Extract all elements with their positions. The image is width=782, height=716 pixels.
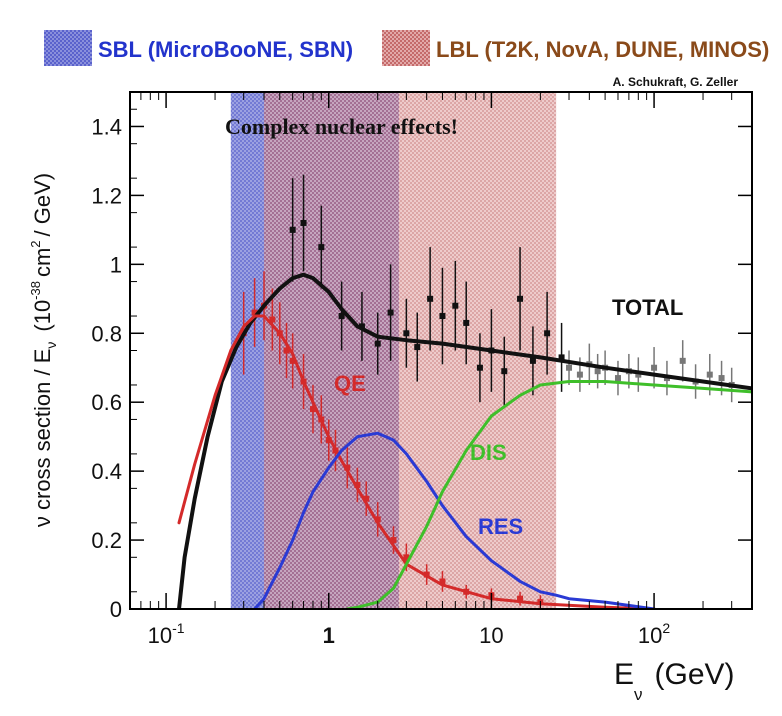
y-tick-label: 0.2 bbox=[91, 528, 122, 553]
xlabel-main: E bbox=[614, 658, 634, 691]
qe-data-point bbox=[363, 495, 370, 502]
y-axis-label: ν cross section / Eν (10-38 cm2 / GeV) bbox=[28, 173, 59, 527]
total-data-point bbox=[476, 364, 483, 371]
xlabel-sub: ν bbox=[634, 685, 643, 704]
qe-data-point bbox=[309, 406, 316, 413]
highE-data-point bbox=[614, 375, 621, 382]
curve-dis bbox=[345, 380, 752, 609]
ylabel-sub: ν bbox=[43, 342, 59, 349]
total-data-point bbox=[338, 313, 345, 320]
series-label-total: TOTAL bbox=[612, 295, 683, 320]
ylabel-mid: (10 bbox=[30, 300, 55, 332]
x-tick-label: 10 bbox=[479, 623, 503, 648]
qe-data-point bbox=[269, 316, 276, 323]
x-tick-exp: 2 bbox=[662, 620, 670, 636]
total-data-point bbox=[544, 330, 551, 337]
qe-data-point bbox=[251, 309, 258, 316]
x-tick-base: 1 bbox=[323, 623, 335, 648]
y-tick-label: 0.6 bbox=[91, 390, 122, 415]
x-tick-base: 10 bbox=[148, 623, 172, 648]
credit-annotation: A. Schukraft, G. Zeller bbox=[613, 75, 739, 89]
highE-data-point bbox=[679, 357, 686, 364]
x-axis-label: Eν (GeV) bbox=[614, 658, 735, 704]
ylabel-cm: cm bbox=[30, 248, 55, 277]
qe-data-point bbox=[325, 437, 332, 444]
total-data-point bbox=[289, 226, 296, 233]
qe-data-point bbox=[354, 481, 361, 488]
y-tick-label: 1.2 bbox=[91, 183, 122, 208]
x-tick-label: 102 bbox=[638, 620, 670, 648]
ylabel-suffix: / GeV) bbox=[30, 173, 55, 237]
highE-data-point bbox=[635, 371, 642, 378]
total-data-point bbox=[318, 244, 325, 251]
qe-data-point bbox=[344, 464, 351, 471]
ylabel-exp2: 2 bbox=[28, 240, 43, 247]
qe-data-point bbox=[374, 516, 381, 523]
legend-swatch-lbl bbox=[382, 30, 430, 66]
qe-data-point bbox=[517, 595, 524, 602]
x-tick-base: 10 bbox=[638, 623, 662, 648]
series-label-res: RES bbox=[478, 514, 523, 539]
qe-data-point bbox=[403, 554, 410, 561]
total-data-point bbox=[517, 295, 524, 302]
total-data-point bbox=[529, 357, 536, 364]
curve-total bbox=[177, 272, 752, 609]
total-data-point bbox=[300, 219, 307, 226]
y-tick-label: 0.8 bbox=[91, 321, 122, 346]
ylabel-prefix: ν cross section / E bbox=[30, 349, 55, 528]
qe-data-point bbox=[289, 357, 296, 364]
highE-data-point bbox=[566, 364, 573, 371]
total-data-point bbox=[387, 309, 394, 316]
total-data-point bbox=[358, 323, 365, 330]
total-data-point bbox=[403, 330, 410, 337]
series-label-qe: QE bbox=[334, 371, 366, 396]
legend-swatch-sbl bbox=[44, 30, 92, 66]
axes-layer: 00.20.40.60.811.21.410-1 1 10 102 bbox=[91, 92, 753, 648]
legend-label-sbl: SBL (MicroBooNE, SBN) bbox=[98, 37, 353, 62]
y-tick-label: 1.4 bbox=[91, 114, 122, 139]
y-tick-label: 0.4 bbox=[91, 459, 122, 484]
highE-data-point bbox=[576, 371, 583, 378]
highE-data-group bbox=[566, 340, 735, 403]
highE-data-point bbox=[706, 371, 713, 378]
series-label-dis: DIS bbox=[470, 440, 507, 465]
curve-res bbox=[253, 431, 656, 609]
y-tick-label: 0 bbox=[110, 597, 122, 622]
total-data-point bbox=[463, 319, 470, 326]
highE-data-point bbox=[651, 364, 658, 371]
x-tick-label: 1 bbox=[323, 623, 335, 648]
total-data-point bbox=[374, 340, 381, 347]
band-lbl bbox=[264, 92, 557, 609]
total-data-point bbox=[452, 302, 459, 309]
total-data-group bbox=[289, 174, 565, 406]
xlabel-unit: (GeV) bbox=[655, 658, 735, 691]
qe-data-point bbox=[439, 578, 446, 585]
qe-data-point bbox=[283, 347, 290, 354]
total-data-point bbox=[414, 344, 421, 351]
x-tick-label: 10-1 bbox=[148, 620, 185, 648]
highE-data-point bbox=[718, 375, 725, 382]
x-tick-base: 10 bbox=[479, 623, 503, 648]
y-tick-label: 1 bbox=[110, 252, 122, 277]
total-data-point bbox=[558, 354, 565, 361]
x-tick-exp: -1 bbox=[172, 620, 185, 636]
total-data-point bbox=[439, 313, 446, 320]
total-data-point bbox=[427, 295, 434, 302]
total-data-point bbox=[501, 368, 508, 375]
legend-label-lbl: LBL (T2K, NovA, DUNE, MINOS) bbox=[436, 37, 769, 62]
nuclear-effects-annotation: Complex nuclear effects! bbox=[225, 114, 458, 139]
highE-data-point bbox=[594, 368, 601, 375]
curve-qe bbox=[177, 314, 656, 609]
ylabel-exp1: -38 bbox=[28, 281, 43, 300]
bands-layer bbox=[230, 92, 557, 609]
qe-data-point bbox=[390, 537, 397, 544]
